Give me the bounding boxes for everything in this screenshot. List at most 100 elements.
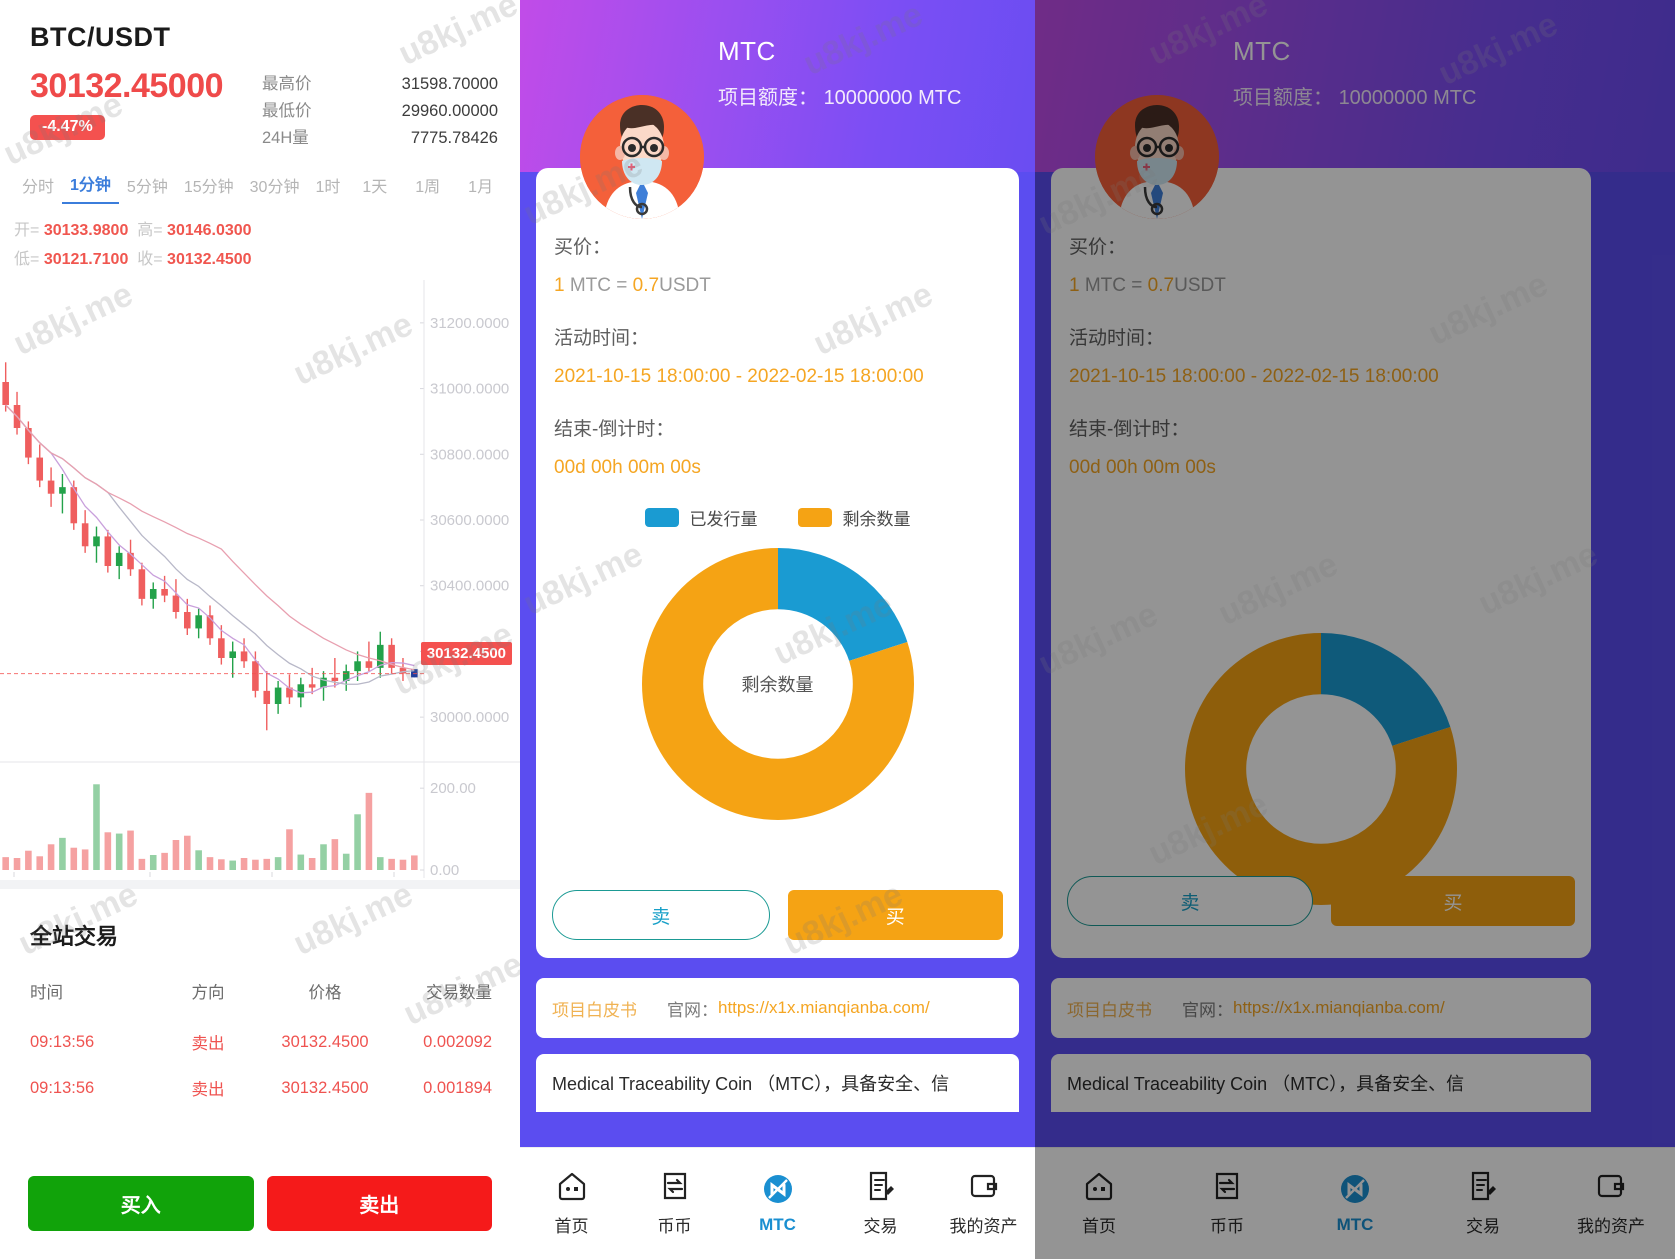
donut-svg bbox=[1185, 633, 1457, 905]
candlestick-chart[interactable]: 31200.0000 31000.0000 30800.0000 30600.0000… bbox=[0, 280, 520, 880]
legend-label-remaining: 剩余数量 bbox=[842, 510, 911, 529]
mtc-info-card: 买价： 1 MTC = 0.7USDT 活动时间： 2021-10-15 18:… bbox=[1051, 168, 1591, 958]
trade-actions: 买入 卖出 bbox=[0, 1176, 520, 1259]
order-icon bbox=[1471, 1171, 1496, 1201]
legend-item-remaining: 剩余数量 bbox=[797, 505, 911, 530]
tab-15min[interactable]: 15分钟 bbox=[183, 179, 234, 196]
nav-item-exchange[interactable]: 币币 bbox=[1163, 1170, 1291, 1237]
mtc-hero-text: MTC 项目额度： 10000000 MTC bbox=[718, 36, 961, 110]
tab-1week[interactable]: 1周 bbox=[415, 179, 441, 196]
whitepaper-link[interactable]: 项目白皮书 bbox=[552, 1000, 637, 1020]
tab-1day[interactable]: 1天 bbox=[362, 179, 388, 196]
cell-time: 09:13:56 bbox=[30, 1078, 95, 1097]
cell-side: 卖出 bbox=[191, 1081, 225, 1099]
nav-item-home[interactable]: 首页 bbox=[1035, 1170, 1163, 1237]
cell-time: 09:13:56 bbox=[30, 1032, 95, 1051]
nav-item-orders[interactable]: 交易 bbox=[1419, 1170, 1547, 1237]
ohlc-close-label: 收= bbox=[137, 251, 163, 268]
mtc-description: Medical Traceability Coin （MTC），具备安全、信 bbox=[1051, 1054, 1591, 1112]
mtc-symbol: MTC bbox=[718, 36, 776, 66]
nav-label-exchange: 币币 bbox=[1210, 1217, 1244, 1236]
th-side: 方向 bbox=[191, 984, 225, 1002]
mtc-panel: MTC 项目额度： 10000000 MTC bbox=[520, 0, 1035, 1259]
legend-item-issued: 已发行量 bbox=[644, 505, 758, 530]
mtc-sell-button[interactable]: 卖 bbox=[1067, 876, 1313, 926]
mtc-sell-button[interactable]: 卖 bbox=[552, 890, 770, 940]
pair-title: BTC/USDT bbox=[30, 22, 171, 52]
buy-button[interactable]: 买入 bbox=[28, 1176, 254, 1231]
buy-price-label: 买价： bbox=[554, 237, 612, 258]
activity-time-label: 活动时间： bbox=[1069, 328, 1165, 349]
rate-price: 0.7 bbox=[632, 275, 660, 296]
th-price: 价格 bbox=[308, 984, 342, 1002]
home-icon bbox=[1085, 1172, 1113, 1201]
doctor-avatar-icon bbox=[580, 95, 704, 219]
ohlc-close-value: 30132.4500 bbox=[167, 251, 252, 268]
nav-item-mtc[interactable]: MTC bbox=[1291, 1173, 1419, 1235]
rate-qty: 1 bbox=[554, 275, 565, 296]
stat-row-high: 最高价 31598.70000 bbox=[262, 71, 498, 98]
nav-item-home[interactable]: 首页 bbox=[520, 1170, 623, 1237]
nav-item-assets[interactable]: 我的资产 bbox=[1547, 1170, 1675, 1237]
mtc-quota: 项目额度： 10000000 MTC bbox=[718, 81, 961, 110]
nav-item-assets[interactable]: 我的资产 bbox=[932, 1170, 1035, 1237]
legend-swatch-issued bbox=[644, 508, 679, 527]
change-badge: -4.47% bbox=[30, 115, 105, 140]
th-time: 时间 bbox=[30, 984, 63, 1002]
mtc-symbol: MTC bbox=[1233, 36, 1291, 66]
trade-table-header: 时间 方向 价格 交易数量 bbox=[0, 973, 520, 1019]
mtc-actions: 卖 买 bbox=[1051, 876, 1591, 926]
tab-1month[interactable]: 1月 bbox=[468, 179, 494, 196]
cell-amount: 0.001894 bbox=[423, 1078, 492, 1097]
mtc-quota-label: 项目额度： bbox=[718, 87, 818, 109]
mtc-info-body: 买价： 1 MTC = 0.7USDT 活动时间： 2021-10-15 18:… bbox=[536, 168, 1019, 824]
whitepaper-link[interactable]: 项目白皮书 bbox=[1067, 1000, 1152, 1020]
legend-swatch-remaining bbox=[797, 508, 832, 527]
rate-unit: USDT bbox=[1174, 275, 1226, 296]
tab-5min[interactable]: 5分钟 bbox=[126, 179, 168, 196]
donut-center-label: 剩余数量 bbox=[741, 675, 814, 695]
modal-overlay[interactable] bbox=[1035, 0, 1675, 1259]
nav-item-mtc[interactable]: MTC bbox=[726, 1173, 829, 1235]
donut-svg bbox=[641, 548, 914, 820]
ohlc-open-label: 开= bbox=[14, 222, 40, 239]
svg-text:31000.0000: 31000.0000 bbox=[430, 381, 509, 398]
tab-1min[interactable]: 1分钟 bbox=[62, 168, 119, 204]
tab-1hour[interactable]: 1时 bbox=[315, 179, 341, 196]
countdown-label: 结束-倒计时： bbox=[1069, 419, 1190, 440]
timeframe-tabs[interactable]: 分时 1分钟 5分钟 15分钟 30分钟 1时 1天 1周 1月 bbox=[0, 152, 520, 204]
svg-text:31200.0000: 31200.0000 bbox=[430, 315, 509, 332]
site-url-link[interactable]: https://x1x.mianqianba.com/ bbox=[1233, 998, 1445, 1017]
trade-table: 时间 方向 价格 交易数量 09:13:56 卖出 30132.4500 0.0… bbox=[0, 973, 520, 1111]
whitepaper-row: 项目白皮书 官网： https://x1x.mianqianba.com/ bbox=[1051, 978, 1591, 1038]
mtc-buy-modal-panel: MTC 项目额度： 10000000 MTC bbox=[1035, 0, 1675, 1259]
bottom-navbar: 首页 币币 MTC bbox=[1035, 1147, 1675, 1259]
doctor-avatar-icon bbox=[1095, 95, 1219, 219]
exchange-rate: 1 MTC = 0.7USDT bbox=[1069, 275, 1573, 297]
tab-fenshi[interactable]: 分时 bbox=[22, 179, 55, 196]
kline-header: BTC/USDT 30132.45000 -4.47% 最高价 31598.70… bbox=[0, 0, 520, 152]
mtc-quota-value: 10000000 MTC bbox=[823, 87, 962, 109]
mtc-buy-button[interactable]: 买 bbox=[787, 890, 1003, 940]
ohlc-high-label: 高= bbox=[137, 222, 163, 239]
nav-label-assets: 我的资产 bbox=[949, 1217, 1018, 1236]
bottom-navbar: 首页 币币 MTC bbox=[520, 1147, 1035, 1259]
tab-30min[interactable]: 30分钟 bbox=[249, 179, 300, 196]
mtc-buy-button[interactable]: 买 bbox=[1331, 876, 1575, 926]
kline-panel: BTC/USDT 30132.45000 -4.47% 最高价 31598.70… bbox=[0, 0, 520, 1259]
site-url-link[interactable]: https://x1x.mianqianba.com/ bbox=[718, 998, 930, 1017]
trade-section-title: 全站交易 bbox=[30, 924, 119, 949]
nav-item-orders[interactable]: 交易 bbox=[829, 1170, 932, 1237]
home-icon bbox=[558, 1172, 585, 1201]
mtc-icon bbox=[763, 1174, 792, 1203]
stat-value-low: 29960.00000 bbox=[401, 102, 498, 120]
exchange-rate: 1 MTC = 0.7USDT bbox=[554, 275, 1001, 297]
rate-qty: 1 bbox=[1069, 275, 1080, 296]
sell-button[interactable]: 卖出 bbox=[266, 1176, 492, 1231]
nav-label-orders: 交易 bbox=[863, 1217, 898, 1236]
ohlc-line-2: 低= 30121.7100 收= 30132.4500 bbox=[14, 245, 520, 274]
mtc-quota-value: 10000000 MTC bbox=[1338, 87, 1477, 109]
nav-label-exchange: 币币 bbox=[657, 1217, 692, 1236]
nav-item-exchange[interactable]: 币币 bbox=[623, 1170, 726, 1237]
mtc-description: Medical Traceability Coin （MTC），具备安全、信 bbox=[536, 1054, 1019, 1112]
